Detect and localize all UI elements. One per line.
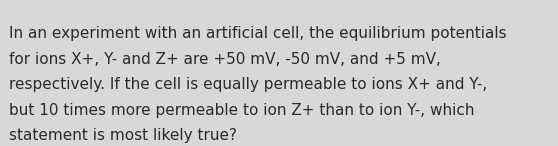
Text: In an experiment with an artificial cell, the equilibrium potentials: In an experiment with an artificial cell… [9,26,507,41]
Text: but 10 times more permeable to ion Z+ than to ion Y-, which: but 10 times more permeable to ion Z+ th… [9,103,475,118]
Text: respectively. If the cell is equally permeable to ions X+ and Y-,: respectively. If the cell is equally per… [9,77,488,92]
Text: for ions X+, Y- and Z+ are +50 mV, -50 mV, and +5 mV,: for ions X+, Y- and Z+ are +50 mV, -50 m… [9,52,441,67]
Text: statement is most likely true?: statement is most likely true? [9,128,238,144]
